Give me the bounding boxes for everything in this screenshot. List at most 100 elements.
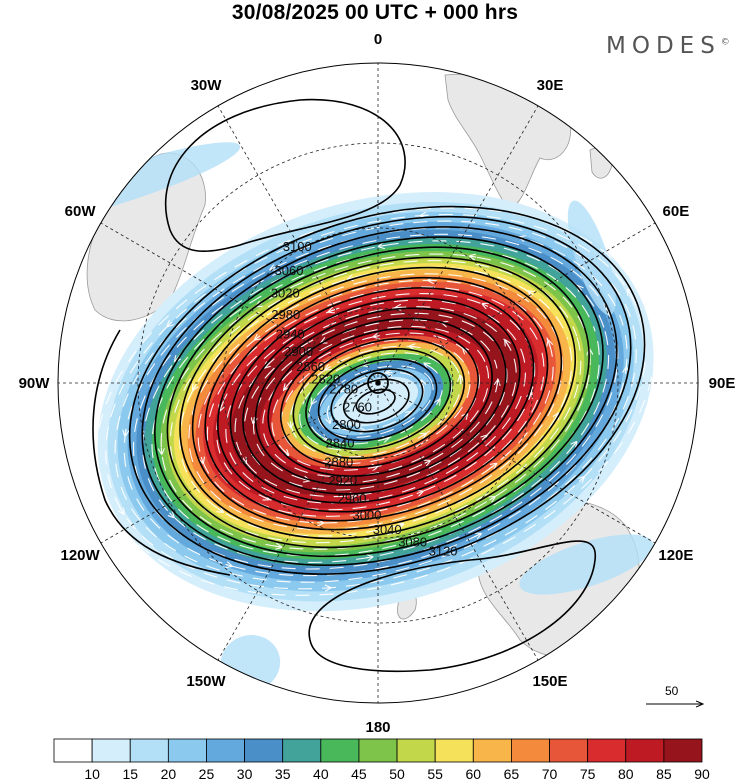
map-title: 30/08/2025 00 UTC + 000 hrs [231, 1, 519, 24]
stream-arrow [424, 461, 430, 464]
stream-arrow [397, 524, 403, 526]
lon-label-120e: 120E [658, 547, 693, 564]
stream-arrow [316, 521, 323, 525]
stream-arrow [428, 279, 435, 283]
lon-label-60w: 60W [65, 203, 97, 220]
stream-arrow [396, 306, 402, 309]
stream-arrow [421, 214, 428, 217]
contour-3060 [166, 236, 604, 549]
height-contours [128, 205, 646, 575]
colorbar-swatch-5 [244, 738, 284, 763]
colorbar-swatch-15 [625, 738, 665, 763]
colorbar-swatch-2 [129, 738, 169, 763]
colorbar-swatch-1 [91, 738, 131, 763]
colorbar-tick-70: 70 [542, 766, 558, 782]
meridian-8 [100, 382, 379, 544]
contour-2800 [330, 368, 424, 433]
brand-logo: MODES© [606, 33, 730, 59]
contour-3040 [179, 246, 590, 540]
stream-arrow [226, 563, 232, 568]
colorbar-swatch-14 [587, 738, 627, 763]
contour-label-3040: 3040 [373, 522, 402, 537]
stream-arrow [322, 435, 327, 441]
colorbar-tick-15: 15 [122, 766, 138, 782]
contour-label-2840: 2840 [326, 436, 355, 451]
stream-arrow [366, 556, 372, 559]
lon-label-120w: 120W [60, 547, 100, 564]
stream-arrow [192, 384, 198, 389]
stream-arrow [329, 310, 335, 312]
stream-arrow [386, 371, 393, 374]
stream-arrow [379, 245, 386, 248]
stream-arrow [435, 400, 441, 405]
brand-text: MODES [606, 33, 721, 59]
streamline-8 [253, 319, 499, 484]
stream-arrow [417, 492, 423, 494]
contour-label-3020: 3020 [271, 286, 300, 301]
pole-dot [375, 380, 381, 386]
stream-arrow [270, 267, 276, 270]
stream-arrow [160, 447, 163, 454]
colorbar-swatch-3 [167, 738, 207, 763]
contour-3020 [191, 256, 577, 531]
wind-patch-1 [567, 200, 616, 316]
colorbar-swatch-10 [434, 738, 474, 763]
stream-arrow [121, 508, 124, 514]
stream-arrow [528, 393, 533, 399]
colorbar-tick-35: 35 [275, 766, 291, 782]
lon-label-30e: 30E [537, 77, 564, 94]
colorbar-swatch-16 [663, 738, 703, 763]
stream-arrow [624, 368, 628, 374]
contour-label-2760: 2760 [343, 399, 372, 414]
stream-arrow [481, 436, 487, 440]
contour-label-2980: 2980 [271, 307, 300, 322]
colorbar-tick-65: 65 [504, 766, 520, 782]
stream-arrow [174, 356, 180, 361]
stream-arrow [554, 414, 560, 419]
stream-arrow [252, 417, 256, 423]
lon-label-0: 0 [374, 31, 382, 48]
contour-label-2800: 2800 [332, 417, 361, 432]
wind-patch-2 [519, 534, 654, 595]
colorbar-tick-85: 85 [656, 766, 672, 782]
streamline-23 [114, 220, 637, 583]
colorbar-tick-75: 75 [580, 766, 596, 782]
colorbar-swatch-9 [396, 738, 436, 763]
stream-arrow [339, 388, 345, 391]
colorbar-tick-55: 55 [427, 766, 443, 782]
contour-label-2780: 2780 [329, 382, 358, 397]
stream-arrow [349, 494, 355, 497]
brand-mark: © [720, 37, 730, 48]
colorbar-swatch-8 [358, 738, 398, 763]
stream-arrow [284, 450, 288, 456]
contour-2880 [279, 327, 479, 469]
stream-arrow [572, 442, 578, 447]
stream-arrow [324, 586, 330, 589]
lon-label-60e: 60E [663, 203, 690, 220]
outer-contours [92, 98, 596, 673]
longitude-labels: 0 30E 60E 90E 120E 150E 180 150W 120W 90W 60W 30W [19, 31, 736, 736]
contour-2860 [292, 337, 466, 460]
streamline-4 [289, 345, 462, 458]
contour-label-3080: 3080 [398, 534, 427, 549]
contour-label-2820: 2820 [311, 372, 340, 387]
contour-label-3100: 3100 [283, 239, 312, 254]
pole-low-center [367, 372, 389, 394]
contour-3120-south [308, 540, 596, 673]
colorbar-swatch-0 [53, 738, 93, 763]
stream-arrow [263, 495, 268, 500]
stream-arrow [310, 399, 316, 404]
contour-label-3060: 3060 [275, 263, 304, 278]
stream-arrow [425, 362, 430, 368]
contour-3120-north [164, 98, 406, 253]
colorbar-tick-45: 45 [351, 766, 367, 782]
contour-label-2960: 2960 [338, 491, 367, 506]
stream-arrow [255, 336, 261, 340]
colorbar-tick-90: 90 [694, 766, 710, 782]
stream-arrow [167, 322, 173, 326]
contour-2900 [267, 317, 493, 477]
colorbar-swatch-4 [206, 738, 245, 763]
contour-2980 [217, 276, 549, 513]
stream-arrow [578, 285, 582, 291]
streamline-22 [123, 227, 628, 577]
